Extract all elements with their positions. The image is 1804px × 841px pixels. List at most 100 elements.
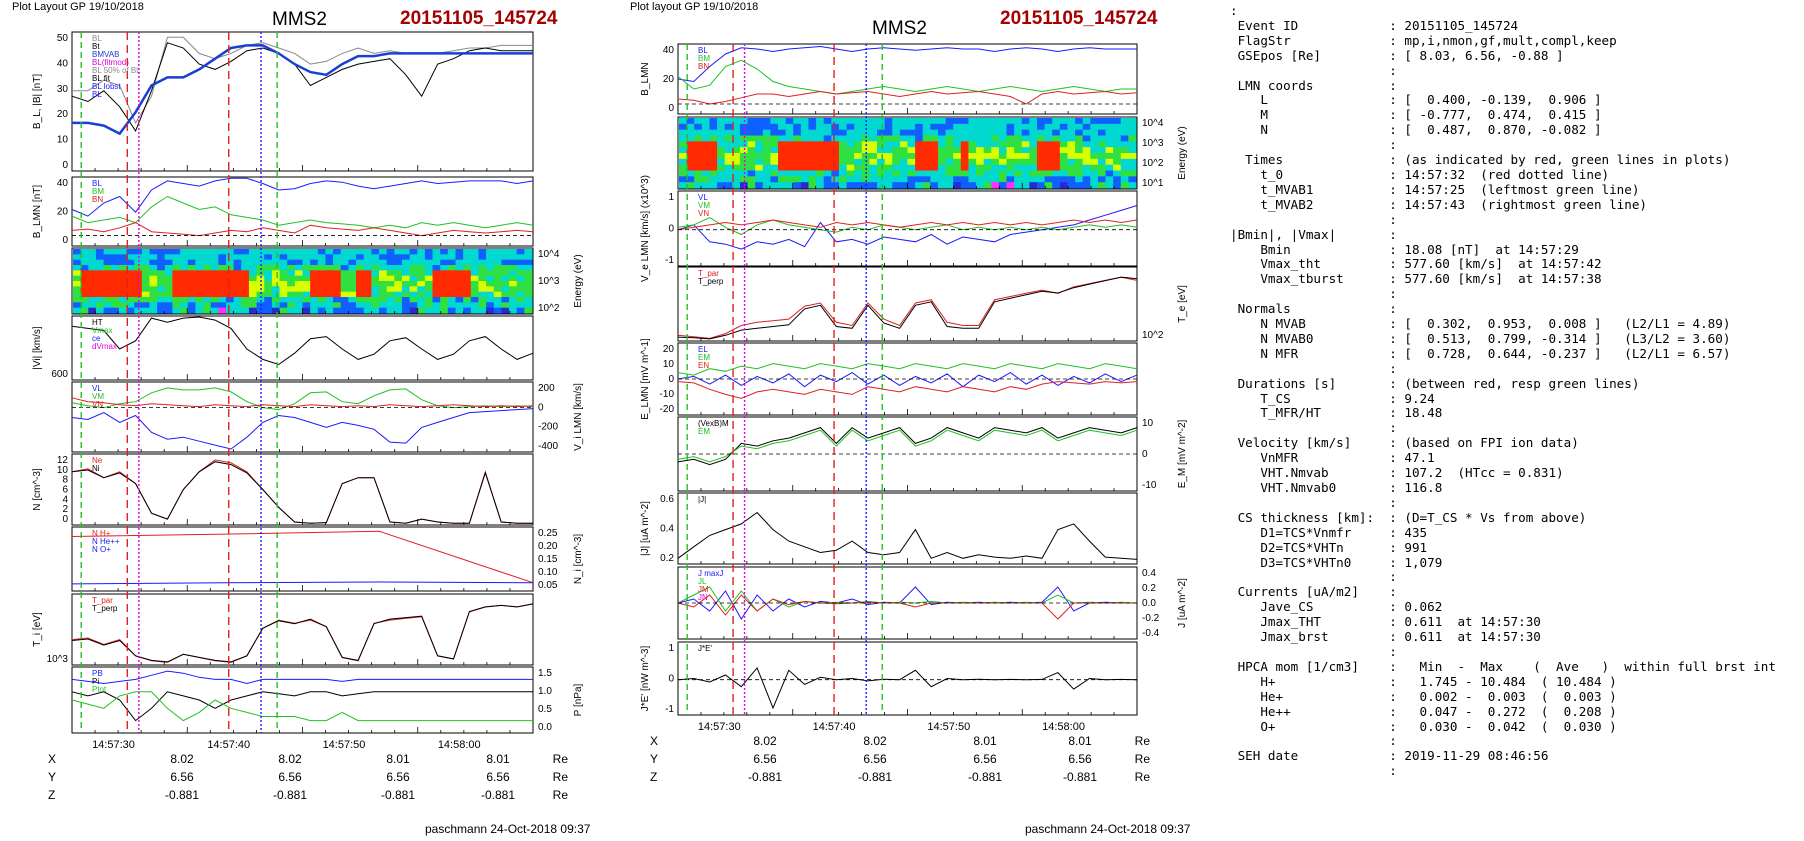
heatmap-cell (1059, 129, 1069, 137)
heatmap-cell (1052, 158, 1061, 166)
heatmap-cell (831, 135, 840, 142)
heatmap-cell (371, 265, 380, 271)
series-line (71, 670, 533, 685)
heatmap-cell (945, 153, 954, 160)
heatmap-cell (1090, 170, 1099, 177)
heatmap-cell (1044, 141, 1053, 148)
series-line (71, 459, 533, 524)
heatmap-cell (126, 275, 135, 282)
heatmap-cell (762, 176, 771, 183)
heatmap-cell (1128, 141, 1137, 148)
heatmap-cell (363, 307, 372, 314)
heatmap-cell (1090, 123, 1099, 131)
heatmap-cell (854, 129, 863, 137)
heatmap-cell (877, 158, 886, 166)
heatmap-cell (195, 270, 204, 277)
heatmap-cell (823, 123, 832, 131)
heatmap-cell (478, 270, 487, 277)
heatmap-cell (447, 291, 457, 298)
heatmap-cell (686, 123, 695, 131)
heatmap-cell (241, 286, 250, 293)
heatmap-cell (95, 297, 105, 303)
heatmap-cell (218, 249, 227, 255)
heatmap-cell (157, 307, 166, 314)
heatmap-cell (915, 170, 924, 177)
heatmap-cell (103, 286, 112, 293)
heatmap-cell (264, 275, 273, 282)
heatmap-cell (953, 158, 962, 166)
heatmap-cell (945, 141, 954, 148)
heatmap-cell (755, 158, 764, 166)
heatmap-cell (800, 153, 810, 160)
heatmap-cell (770, 170, 779, 177)
eph-value: 6.56 (863, 752, 887, 766)
heatmap-cell (241, 297, 250, 303)
heatmap-cell (694, 118, 703, 125)
heatmap-cell (892, 141, 901, 148)
heatmap-cell (1097, 153, 1107, 160)
heatmap-cell (724, 118, 733, 125)
heatmap-cell (463, 275, 472, 282)
heatmap-cell (732, 170, 741, 177)
heatmap-cell (747, 123, 756, 131)
heatmap-cell (210, 254, 219, 261)
heatmap-cell (976, 158, 985, 166)
heatmap-cell (195, 265, 204, 271)
heatmap-cell (694, 147, 703, 154)
heatmap-cell (470, 259, 480, 266)
heatmap-cell (701, 123, 711, 131)
heatmap-cell (1082, 182, 1091, 189)
heatmap-cell (248, 249, 258, 255)
series-line (677, 586, 1137, 620)
y-tick-label: 50 (57, 33, 69, 44)
heatmap-cell (195, 302, 204, 309)
heatmap-cell (701, 153, 711, 160)
heatmap-cell (732, 164, 741, 172)
heatmap-cell (294, 302, 304, 309)
heatmap-cell (808, 123, 817, 131)
heatmap-cell (854, 164, 863, 172)
heatmap-cell (831, 182, 840, 189)
heatmap-cell (317, 286, 327, 293)
heatmap-cell (1059, 135, 1069, 142)
heatmap-cell (1021, 176, 1030, 183)
heatmap-cell (1128, 176, 1137, 183)
heatmap-cell (401, 275, 411, 282)
heatmap-cell (1082, 135, 1091, 142)
heatmap-cell (294, 259, 304, 266)
eph-value: -0.881 (747, 770, 783, 784)
heatmap-cell (1067, 147, 1076, 154)
eph-value: 6.56 (1068, 752, 1092, 766)
heatmap-cell (287, 254, 296, 261)
heatmap-cell (455, 286, 464, 293)
heatmap-cell (118, 302, 128, 309)
heatmap-cell (363, 265, 372, 271)
heatmap-cell (256, 275, 265, 282)
info-line: Vmax_tht : 577.60 [km/s] at 14:57:42 (1260, 256, 1602, 272)
heatmap-cell (302, 297, 311, 303)
heatmap-cell (80, 286, 89, 293)
heatmap-cell (447, 249, 457, 255)
heatmap-cell (226, 291, 235, 298)
heatmap-cell (1014, 182, 1023, 189)
heatmap-cell (73, 291, 82, 298)
heatmap-cell (302, 265, 311, 271)
heatmap-cell (317, 249, 327, 255)
info-line: N MVAB0 : [ 0.513, 0.799, -0.314 ] (L3/L… (1260, 330, 1731, 346)
heatmap-cell (1029, 164, 1038, 172)
heatmap-cell (778, 135, 787, 142)
heatmap-cell (953, 129, 962, 137)
heatmap-cell (1029, 118, 1038, 125)
info-line: He++ : 0.047 - 0.272 ( 0.208 ) (1260, 703, 1617, 719)
heatmap-cell (1090, 158, 1099, 166)
heatmap-cell (486, 275, 495, 282)
heatmap-cell (1052, 141, 1061, 148)
heatmap-cell (210, 291, 219, 298)
heatmap-cell (486, 265, 495, 271)
heatmap-cell (172, 286, 181, 293)
heatmap-cell (424, 259, 434, 266)
heatmap-cell (1067, 182, 1076, 189)
heatmap-cell (356, 291, 365, 298)
heatmap-cell (960, 141, 970, 148)
